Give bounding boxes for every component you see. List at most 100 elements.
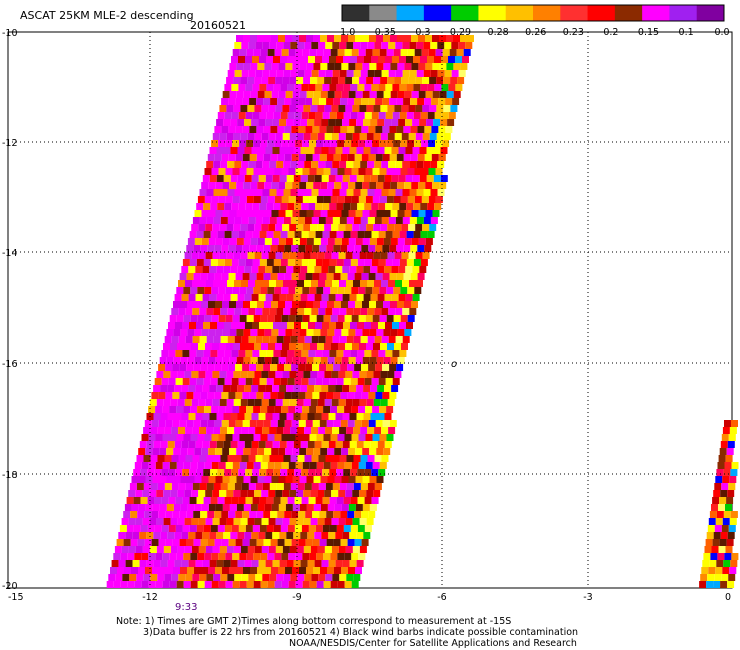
swath-cell	[289, 546, 297, 553]
swath-cell	[216, 413, 224, 420]
swath-cell	[208, 238, 216, 245]
swath-cell	[716, 469, 724, 476]
swath-cell	[233, 399, 241, 406]
swath-cell	[186, 364, 194, 371]
swath-cell	[365, 434, 373, 441]
swath-cell	[229, 301, 236, 308]
swath-cell	[161, 378, 169, 385]
swath-cell	[285, 301, 292, 308]
swath-cell	[234, 217, 242, 224]
swath-cell	[253, 553, 261, 560]
swath-cell	[237, 441, 245, 448]
swath-cell	[286, 413, 294, 420]
swath-cell	[126, 497, 134, 504]
swath-cell	[138, 448, 146, 455]
swath-cell	[274, 315, 282, 322]
swath-cell	[287, 56, 294, 63]
swath-cell	[298, 420, 306, 427]
swath-cell	[707, 525, 715, 532]
swath-cell	[228, 420, 236, 427]
swath-cell	[291, 539, 299, 546]
swath-cell	[292, 301, 299, 308]
swath-cell	[281, 196, 289, 203]
swath-cell	[379, 168, 387, 175]
swath-cell	[219, 399, 227, 406]
swath-cell	[280, 112, 288, 119]
swath-cell	[190, 287, 198, 294]
swath-cell	[268, 490, 276, 497]
swath-cell	[168, 497, 176, 504]
swath-cell	[443, 105, 451, 112]
swath-cell	[222, 238, 230, 245]
swath-cell	[152, 476, 160, 483]
swath-cell	[441, 84, 449, 91]
swath-cell	[392, 322, 399, 329]
swath-cell	[225, 581, 233, 588]
swath-cell	[161, 497, 169, 504]
swath-cell	[322, 203, 330, 210]
swath-cell	[271, 448, 279, 455]
swath-cell	[457, 77, 465, 84]
swath-cell	[277, 392, 285, 399]
swath-cell	[148, 462, 156, 469]
swath-cell	[294, 469, 302, 476]
swath-cell	[224, 469, 232, 476]
swath-cell	[279, 147, 287, 154]
swath-cell	[314, 413, 322, 420]
swath-cell	[398, 119, 406, 126]
swath-cell	[296, 252, 304, 259]
swath-cell	[436, 105, 444, 112]
swath-cell	[353, 336, 361, 343]
swath-cell	[273, 56, 280, 63]
swath-cell	[722, 567, 730, 574]
swath-cell	[285, 35, 292, 42]
swath-cell	[227, 308, 235, 315]
swath-cell	[187, 357, 195, 364]
swath-cell	[254, 105, 262, 112]
swath-cell	[343, 469, 351, 476]
swath-cell	[197, 406, 205, 413]
swath-cell	[269, 455, 277, 462]
swath-cell	[376, 238, 384, 245]
swath-cell	[381, 217, 389, 224]
swath-cell	[312, 511, 320, 518]
swath-cell	[214, 245, 222, 252]
swath-cell	[257, 504, 265, 511]
swath-cell	[329, 203, 337, 210]
swath-cell	[401, 105, 409, 112]
swath-cell	[421, 140, 429, 147]
swath-cell	[238, 469, 246, 476]
swath-cell	[363, 441, 371, 448]
swath-cell	[308, 203, 316, 210]
swath-cell	[365, 140, 373, 147]
swath-cell	[275, 371, 283, 378]
swath-cell	[332, 427, 340, 434]
swath-cell	[240, 77, 248, 84]
swath-cell	[291, 98, 299, 105]
swath-cell	[236, 35, 243, 42]
swath-cell	[357, 231, 365, 238]
swath-cell	[338, 77, 346, 84]
swath-cell	[271, 476, 279, 483]
swath-cell	[409, 42, 417, 49]
swath-cell	[400, 196, 408, 203]
swath-cell	[434, 84, 442, 91]
swath-cell	[404, 238, 412, 245]
swath-cell	[166, 504, 174, 511]
swath-cell	[228, 511, 236, 518]
swath-cell	[256, 273, 264, 280]
swath-cell	[348, 91, 356, 98]
swath-cell	[321, 560, 329, 567]
swath-cell	[411, 182, 419, 189]
swath-cell	[261, 490, 269, 497]
swath-cell	[439, 35, 446, 42]
swath-cell	[301, 231, 309, 238]
swath-cell	[228, 98, 236, 105]
swath-cell	[317, 546, 325, 553]
swath-cell	[303, 105, 311, 112]
swath-cell	[377, 175, 385, 182]
swath-cell	[724, 420, 731, 427]
swath-cell	[282, 518, 290, 525]
swath-cell	[349, 413, 357, 420]
swath-cell	[273, 378, 281, 385]
